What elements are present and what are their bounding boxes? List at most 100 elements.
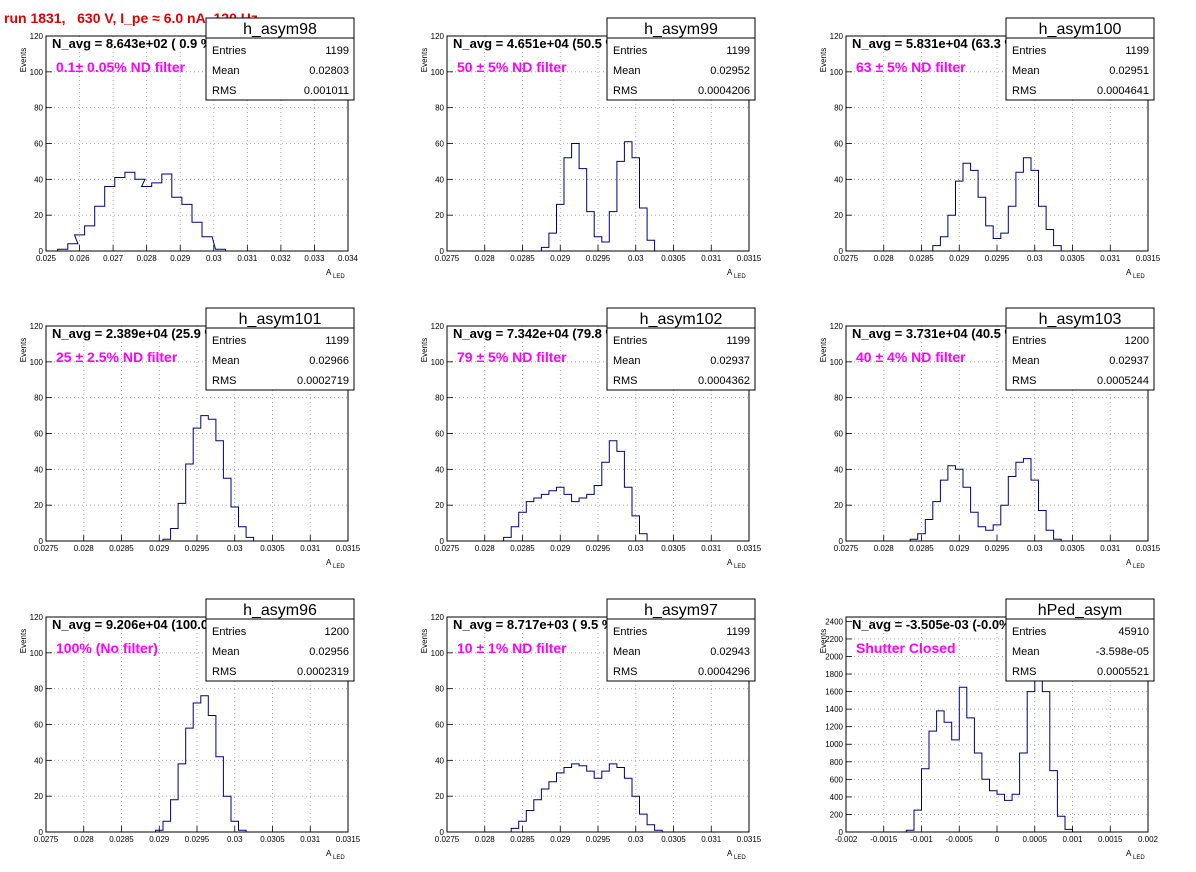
y-tick-label: 0	[39, 247, 44, 256]
histogram-bin	[549, 782, 557, 832]
y-tick-label: 120	[30, 32, 44, 41]
x-tick-label: 0.0305	[661, 254, 686, 263]
x-tick-label: -0.001	[910, 835, 933, 844]
histogram-bin	[526, 502, 534, 541]
y-tick-label: 80	[435, 394, 444, 403]
histogram-bin	[624, 778, 632, 832]
histogram-bin	[929, 731, 937, 832]
x-tick-label: 0.0315	[1136, 254, 1161, 263]
plot-frame	[446, 616, 750, 833]
y-tick-label: 120	[431, 32, 445, 41]
histogram-bin	[1001, 505, 1009, 541]
histogram-bin	[1016, 172, 1024, 251]
stats-label-entries: Entries	[613, 335, 648, 347]
histogram-bin	[937, 711, 945, 832]
histogram-bin	[534, 800, 542, 832]
x-tick-label: 0.0285	[510, 254, 535, 263]
x-tick-label: 0.031	[300, 835, 321, 844]
histogram-panel: 0.0275 0.028 0.0285 0.029 0.0295 0.03 0.0305 0.…	[819, 307, 1161, 570]
histogram-panel: 0.0275 0.028 0.0285 0.029 0.0295 0.03 0.0305 0.…	[819, 17, 1161, 280]
histogram-bin	[541, 789, 549, 832]
y-tick-label: 0	[440, 828, 445, 837]
y-tick-label: 0	[39, 537, 44, 546]
histogram-bin	[178, 764, 186, 832]
stats-label-entries: Entries	[1012, 335, 1047, 347]
histogram-bin	[587, 771, 595, 832]
x-tick-label: -0.002	[835, 835, 858, 844]
y-tick-label: 20	[834, 501, 843, 510]
stats-value-entries: 1199	[325, 45, 349, 57]
y-tick-label: 0	[839, 247, 844, 256]
x-tick-label: 0.03	[227, 835, 243, 844]
histogram-bin	[640, 208, 648, 251]
stats-label-mean: Mean	[613, 355, 641, 367]
stats-value-mean: 0.02966	[309, 355, 349, 367]
stats-label-entries: Entries	[1012, 626, 1047, 638]
x-tick-label: 0.0315	[737, 835, 762, 844]
y-tick-label: 80	[435, 104, 444, 113]
plot-frame	[845, 35, 1149, 252]
x-tick-label: 0.0305	[260, 835, 285, 844]
x-tick-label: 0.032	[271, 254, 292, 263]
filter-note: 50 ± 5% ND filter	[457, 59, 567, 75]
x-tick-label: 0.0275	[34, 835, 59, 844]
y-tick-label: 40	[34, 465, 43, 474]
histogram-bin	[246, 537, 254, 541]
x-tick-label: 0.0305	[661, 835, 686, 844]
y-tick-label: 100	[431, 68, 445, 77]
x-tick-label: 0.03	[628, 544, 644, 553]
y-tick-label: 800	[830, 758, 844, 767]
plot-frame	[45, 325, 349, 542]
y-tick-label: 40	[435, 756, 444, 765]
y-tick-label: 20	[435, 501, 444, 510]
n-avg-text: N_avg = 3.731e+04 (40.5 %)	[852, 326, 1020, 341]
y-tick-label: 0	[839, 537, 844, 546]
histogram-series-line	[905, 634, 1073, 832]
histogram-bin	[171, 800, 179, 832]
y-axis-label: Events	[420, 629, 429, 653]
filter-note: 25 ± 2.5% ND filter	[56, 349, 178, 365]
stats-value-entries: 1199	[325, 335, 349, 347]
x-axis-label: A	[727, 558, 733, 567]
x-tick-label: 0.03	[227, 544, 243, 553]
x-tick-label: 0.031	[1100, 544, 1121, 553]
y-tick-label: 120	[30, 613, 44, 622]
filter-note: 40 ± 4% ND filter	[856, 349, 966, 365]
stats-value-mean: 0.02803	[309, 65, 349, 77]
histogram-panel: 0.0275 0.028 0.0285 0.029 0.0295 0.03 0.0305 0.…	[420, 598, 762, 861]
stats-label-rms: RMS	[1012, 85, 1036, 97]
stats-value-entries: 1199	[726, 626, 750, 638]
histogram-name: h_asym102	[640, 311, 723, 328]
histogram-bin	[1012, 794, 1020, 832]
y-tick-label: 100	[30, 649, 44, 658]
histogram-bin	[982, 779, 990, 832]
x-tick-label: 0.0285	[109, 835, 134, 844]
y-tick-label: 60	[34, 140, 43, 149]
histogram-bin	[572, 764, 580, 832]
histogram-bin	[223, 796, 231, 832]
histogram-bin	[572, 144, 580, 252]
y-tick-label: 40	[34, 756, 43, 765]
histogram-name: h_asym100	[1039, 21, 1122, 38]
y-tick-label: 120	[830, 32, 844, 41]
x-tick-label: 0.03	[1027, 254, 1043, 263]
histogram-bin	[948, 466, 956, 541]
stats-label-rms: RMS	[212, 85, 236, 97]
stats-value-rms: 0.0004206	[698, 85, 750, 97]
x-tick-label: 0.028	[475, 835, 496, 844]
stats-label-mean: Mean	[212, 355, 240, 367]
x-tick-label: 0.0315	[737, 544, 762, 553]
y-tick-label: 80	[34, 104, 43, 113]
stats-label-entries: Entries	[1012, 45, 1047, 57]
histogram-bin	[602, 462, 610, 541]
stats-value-mean: 0.02951	[1109, 65, 1149, 77]
histogram-bin	[152, 183, 162, 251]
x-tick-label: 0.0285	[510, 835, 535, 844]
histogram-bin	[1016, 462, 1024, 541]
filter-note: 79 ± 5% ND filter	[457, 349, 567, 365]
y-tick-label: 120	[830, 322, 844, 331]
x-tick-label: 0.03	[206, 254, 222, 263]
histogram-bin	[647, 825, 655, 832]
histogram-bin	[526, 811, 534, 833]
